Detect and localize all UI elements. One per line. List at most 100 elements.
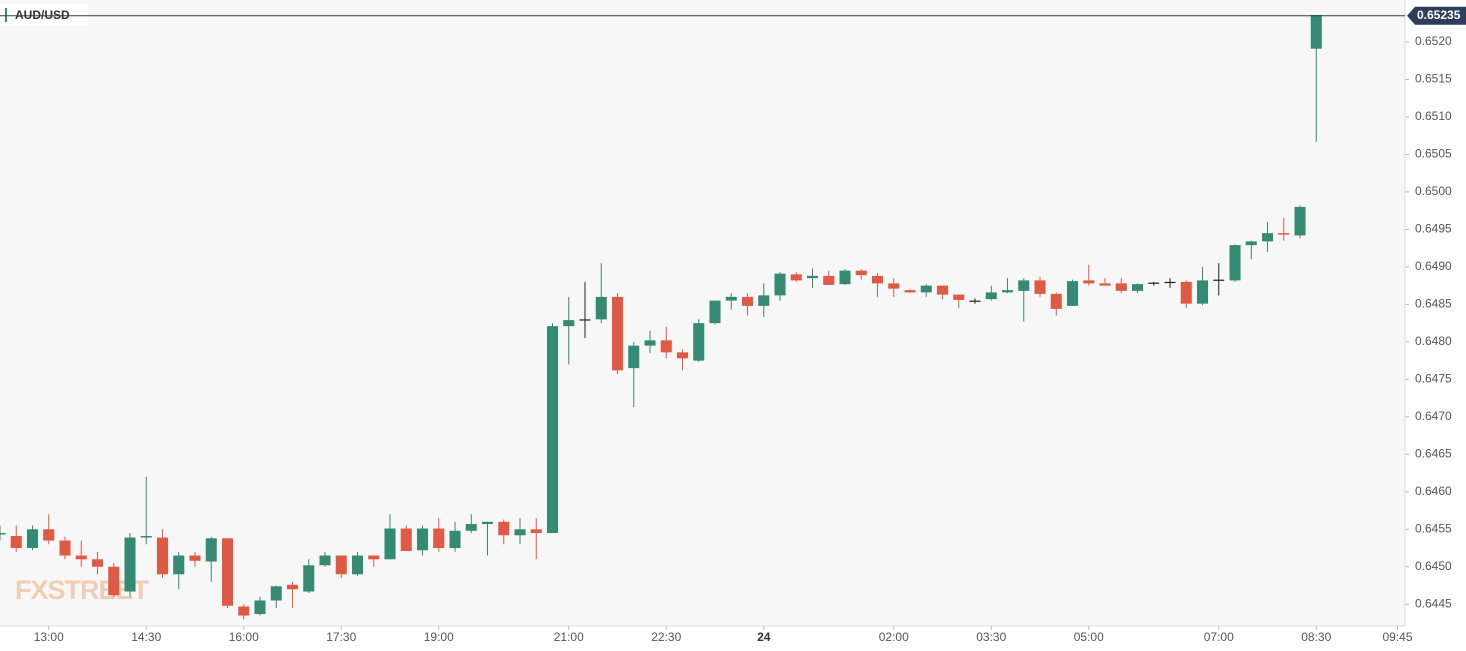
legend-box [0, 4, 88, 26]
x-tick-label: 03:30 [976, 630, 1006, 644]
candle-body [286, 584, 299, 590]
x-tick-label: 22:30 [651, 630, 681, 644]
candle-body [839, 270, 851, 285]
candle-body [530, 529, 542, 534]
candle-body [628, 345, 640, 369]
candle-body [1050, 293, 1062, 309]
candle-body [904, 290, 916, 293]
x-tick-label: 07:00 [1204, 630, 1234, 644]
x-tick-label: 13:00 [34, 630, 64, 644]
y-tick-label: 0.6520 [1415, 34, 1452, 48]
candle-body [725, 296, 737, 301]
y-tick-label: 0.6460 [1415, 484, 1452, 498]
last-price-label: 0.65235 [1417, 8, 1461, 22]
x-tick-label: 21:00 [554, 630, 584, 644]
candle-body [546, 326, 559, 534]
candle-body [774, 273, 786, 296]
last-price-tag [1407, 6, 1466, 25]
y-tick-label: 0.6500 [1415, 184, 1452, 198]
candle-body [368, 555, 380, 560]
candle-body [1294, 206, 1306, 236]
candle-body [1115, 283, 1127, 291]
y-tick-label: 0.6510 [1415, 109, 1452, 123]
y-tick-label: 0.6465 [1415, 446, 1452, 460]
candle-body [676, 352, 689, 359]
candle-body [481, 521, 494, 525]
candle-body [26, 529, 39, 549]
plot-area [0, 0, 1405, 626]
candle-body [936, 285, 949, 295]
candle-body [10, 536, 22, 549]
candle-body [823, 275, 835, 285]
y-tick-label: 0.6475 [1415, 372, 1452, 386]
candle-body [888, 283, 900, 289]
candle-body [238, 606, 250, 616]
candle-body [953, 294, 965, 300]
y-tick-label: 0.6515 [1415, 72, 1452, 86]
y-tick-label: 0.6485 [1415, 297, 1452, 311]
candle-body [1083, 280, 1095, 284]
candle-body [416, 528, 429, 551]
candle-body [189, 555, 201, 561]
candle-body [1018, 280, 1030, 291]
candle-body [384, 528, 396, 560]
candle-body [1278, 233, 1290, 235]
chart-title: AUD/USD [15, 8, 70, 22]
candle-body [108, 566, 120, 596]
candle-body [449, 530, 461, 549]
candle-body [644, 340, 656, 346]
candle-body [498, 521, 510, 536]
candle-body [611, 296, 624, 371]
candle-body [335, 555, 347, 575]
candle-body [1001, 290, 1014, 293]
y-tick-label: 0.6450 [1415, 559, 1452, 573]
candle-body [1180, 281, 1192, 304]
candle-body [595, 296, 607, 320]
candle-body [254, 600, 266, 615]
candle-body [433, 528, 445, 549]
candle-body [709, 300, 721, 324]
candle-body [351, 555, 364, 575]
candle-body [303, 565, 315, 592]
candle-body [59, 540, 71, 556]
candle-body [563, 320, 575, 327]
candle-body [1261, 233, 1274, 242]
candle-body [124, 537, 136, 592]
candle-body [920, 285, 932, 293]
candle-body [270, 586, 282, 601]
candle-body [319, 555, 331, 566]
x-tick-label: 05:00 [1074, 630, 1104, 644]
y-tick-label: 0.6470 [1415, 409, 1452, 423]
candle-body [790, 274, 802, 281]
x-tick-label: 09:45 [1383, 630, 1413, 644]
candle-body [91, 559, 104, 567]
candle-body [1099, 283, 1111, 286]
candle-body [75, 555, 87, 560]
candle-body [1164, 281, 1176, 284]
candle-body [985, 292, 997, 300]
y-tick-label: 0.6495 [1415, 222, 1452, 236]
candle-body [1131, 284, 1144, 291]
candle-body [0, 533, 6, 535]
candle-body [871, 275, 884, 284]
candle-body [1245, 241, 1257, 246]
y-tick-label: 0.6455 [1415, 521, 1452, 535]
candle-body [806, 275, 819, 279]
candle-body [514, 529, 526, 536]
candle-body [758, 295, 770, 306]
candle-body [855, 270, 867, 276]
candle-body [400, 528, 412, 552]
candle-body [1310, 14, 1322, 49]
candle-body [173, 555, 185, 575]
candle-body [43, 529, 55, 541]
x-tick-label: 14:30 [131, 630, 161, 644]
candle-body [693, 323, 705, 361]
x-tick-label: 19:00 [424, 630, 454, 644]
candle-body [579, 319, 591, 321]
x-tick-label: 16:00 [229, 630, 259, 644]
x-tick-label: 24 [757, 630, 771, 644]
y-tick-label: 0.6505 [1415, 147, 1452, 161]
candle-body [465, 524, 477, 531]
candle-body [156, 537, 169, 575]
